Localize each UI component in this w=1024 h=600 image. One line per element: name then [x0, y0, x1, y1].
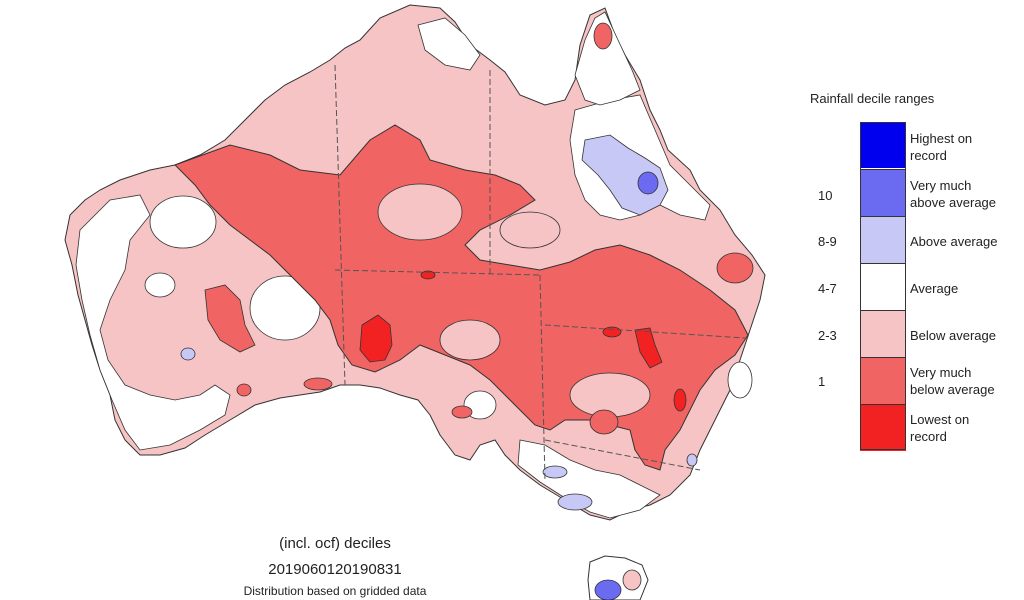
below-pocket-qld	[499, 211, 561, 249]
above-average-wa	[180, 347, 196, 361]
legend-label-very-much-above-average: Very much above average	[910, 178, 997, 210]
state-borders	[334, 64, 746, 481]
caption-distribution-note: Distribution based on gridded data	[243, 584, 427, 598]
caption-date-range: 2019060120190831	[268, 561, 402, 578]
very-much-below-coast	[303, 377, 333, 391]
very-much-below-wa-west	[204, 284, 256, 353]
swatch-lowest-on-record	[860, 404, 906, 451]
very-much-below-cape-york	[593, 22, 613, 50]
very-much-above-qld	[637, 171, 659, 195]
average-region-cape-york	[574, 11, 641, 106]
swatch-average	[860, 263, 906, 310]
below-pocket-nt	[377, 183, 463, 241]
very-much-below-wa-sw	[236, 383, 252, 397]
below-pocket-sa	[439, 319, 501, 361]
lowest-on-record-nsw-west	[602, 326, 622, 338]
range-label-8-9: 8-9	[818, 234, 837, 249]
legend-label-highest-on-record: Highest on record	[910, 131, 973, 163]
very-much-below-qld-east	[716, 252, 754, 284]
average-region-southeast	[517, 439, 661, 519]
legend-label-above-average: Above average	[910, 234, 998, 249]
swatch-above-average	[860, 216, 906, 263]
legend-label-below-average: Below average	[910, 328, 996, 343]
tasmania-below-average	[622, 569, 642, 591]
caption-deciles: (incl. ocf) deciles	[279, 535, 391, 552]
legend-label-very-much-below-average: Very much below average	[910, 365, 995, 397]
average-region-west	[75, 194, 231, 451]
below-pocket-nsw	[569, 372, 651, 418]
lowest-on-record-centre	[420, 270, 436, 280]
decile-legend: 10 8-9 4-7 2-3 1 Highest on record Very …	[812, 122, 1024, 452]
swatch-below-average	[860, 310, 906, 357]
above-average-vic	[557, 493, 593, 511]
range-label-4-7: 4-7	[818, 281, 837, 296]
legend-title: Rainfall decile ranges	[810, 91, 935, 106]
average-blob-nsw	[727, 361, 753, 399]
range-label-2-3: 2-3	[818, 328, 837, 343]
lowest-on-record-nsw	[634, 327, 663, 369]
lowest-on-record-sa	[359, 314, 393, 363]
average-blob-wa-small	[144, 272, 176, 298]
above-average-qld	[581, 134, 669, 216]
average-region-northwest	[417, 17, 481, 71]
legend-label-average: Average	[910, 281, 959, 296]
tasmania-above-average	[594, 579, 622, 600]
swatch-very-much-above-average	[860, 169, 906, 216]
range-label-10: 10	[818, 188, 833, 203]
lowest-on-record-nsw-small	[673, 388, 687, 412]
above-average-sa-se	[542, 465, 568, 479]
legend-label-lowest-on-record: Lowest on record	[910, 412, 970, 444]
very-much-below-sa-coast	[451, 405, 473, 419]
below-pocket-vic	[589, 409, 619, 435]
average-blob-wa-north	[149, 195, 217, 249]
above-average-nsw-coast	[686, 453, 698, 467]
swatch-very-much-below-average	[860, 357, 906, 404]
average-blob-wa-central	[249, 275, 321, 341]
range-label-1: 1	[818, 374, 826, 389]
swatch-highest-on-record	[860, 122, 906, 168]
